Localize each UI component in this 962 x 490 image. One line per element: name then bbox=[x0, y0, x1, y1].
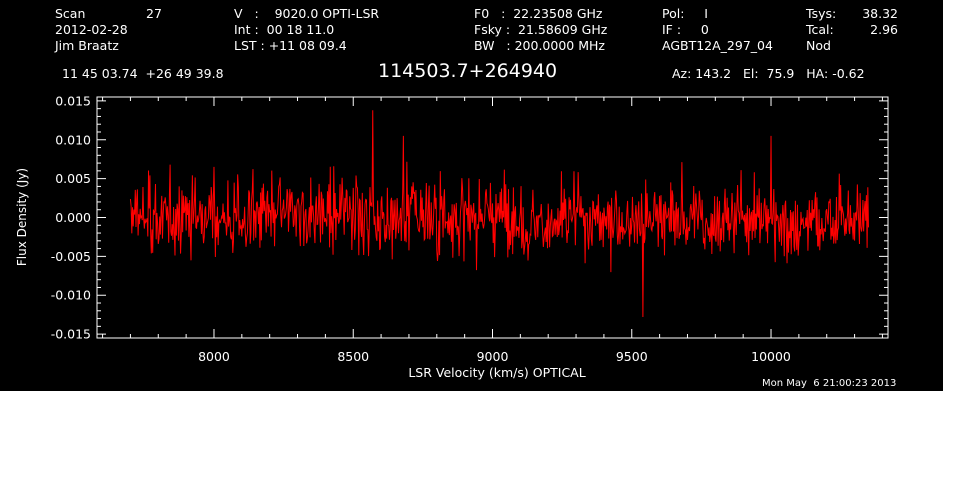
tcal-value: 2.96 bbox=[870, 22, 898, 37]
x-tick-label: 9000 bbox=[477, 349, 509, 364]
observer-name: Jim Braatz bbox=[55, 38, 119, 53]
plot-timestamp: Mon May 6 21:00:23 2013 bbox=[762, 378, 897, 389]
y-tick-label: -0.015 bbox=[51, 327, 91, 342]
tsys-value: 38.32 bbox=[862, 6, 898, 21]
ticks-group: 8000 8500 9000 9500 10000 0.015 0.010 0.005 0.00… bbox=[51, 93, 888, 364]
y-tick-label: 0.010 bbox=[55, 132, 91, 147]
integration-line: Int : 00 18 11.0 bbox=[234, 22, 335, 37]
y-axis-label: Flux Density (Jy) bbox=[15, 168, 29, 266]
project-id: AGBT12A_297_04 bbox=[662, 38, 773, 53]
y-tick-label: -0.005 bbox=[51, 249, 91, 264]
scan-label: Scan bbox=[55, 6, 86, 21]
source-coordinates: 11 45 03.74 +26 49 39.8 bbox=[62, 66, 224, 81]
source-name-title: 114503.7+264940 bbox=[378, 60, 558, 82]
y-tick-label: 0.005 bbox=[55, 171, 91, 186]
lst-line: LST : +11 08 09.4 bbox=[234, 38, 347, 53]
x-axis-label: LSR Velocity (km/s) OPTICAL bbox=[408, 365, 585, 380]
if-line: IF : 0 bbox=[662, 22, 709, 37]
spectrum-panel: Scan 27 2012-02-28 Jim Braatz V : 9020.0… bbox=[0, 0, 943, 391]
x-tick-label: 10000 bbox=[751, 349, 791, 364]
y-tick-label: 0.015 bbox=[55, 93, 91, 108]
velocity-line: V : 9020.0 OPTI-LSR bbox=[234, 6, 380, 21]
observing-mode: Nod bbox=[806, 38, 831, 53]
polarization-line: Pol: I bbox=[662, 6, 708, 21]
spectrum-series-group bbox=[129, 110, 869, 318]
spectrum-line bbox=[129, 110, 869, 318]
x-tick-label: 8000 bbox=[198, 349, 230, 364]
f0-line: F0 : 22.23508 GHz bbox=[474, 6, 603, 21]
scan-number: 27 bbox=[146, 6, 162, 21]
y-axis-label-group: Flux Density (Jy) bbox=[15, 168, 29, 266]
tcal-label: Tcal: bbox=[806, 22, 834, 37]
y-tick-label: -0.010 bbox=[51, 288, 91, 303]
observation-date: 2012-02-28 bbox=[55, 22, 128, 37]
x-tick-label: 8500 bbox=[337, 349, 369, 364]
y-tick-label: 0.000 bbox=[55, 210, 91, 225]
x-tick-label: 9500 bbox=[616, 349, 648, 364]
bandwidth-line: BW : 200.0000 MHz bbox=[474, 38, 605, 53]
spectrum-plot: Flux Density (Jy) 8000 8500 9000 9500 10000 0… bbox=[15, 93, 889, 380]
az-el-ha: Az: 143.2 El: 75.9 HA: -0.62 bbox=[672, 66, 865, 81]
tsys-label: Tsys: bbox=[806, 6, 837, 21]
fsky-line: Fsky : 21.58609 GHz bbox=[474, 22, 608, 37]
